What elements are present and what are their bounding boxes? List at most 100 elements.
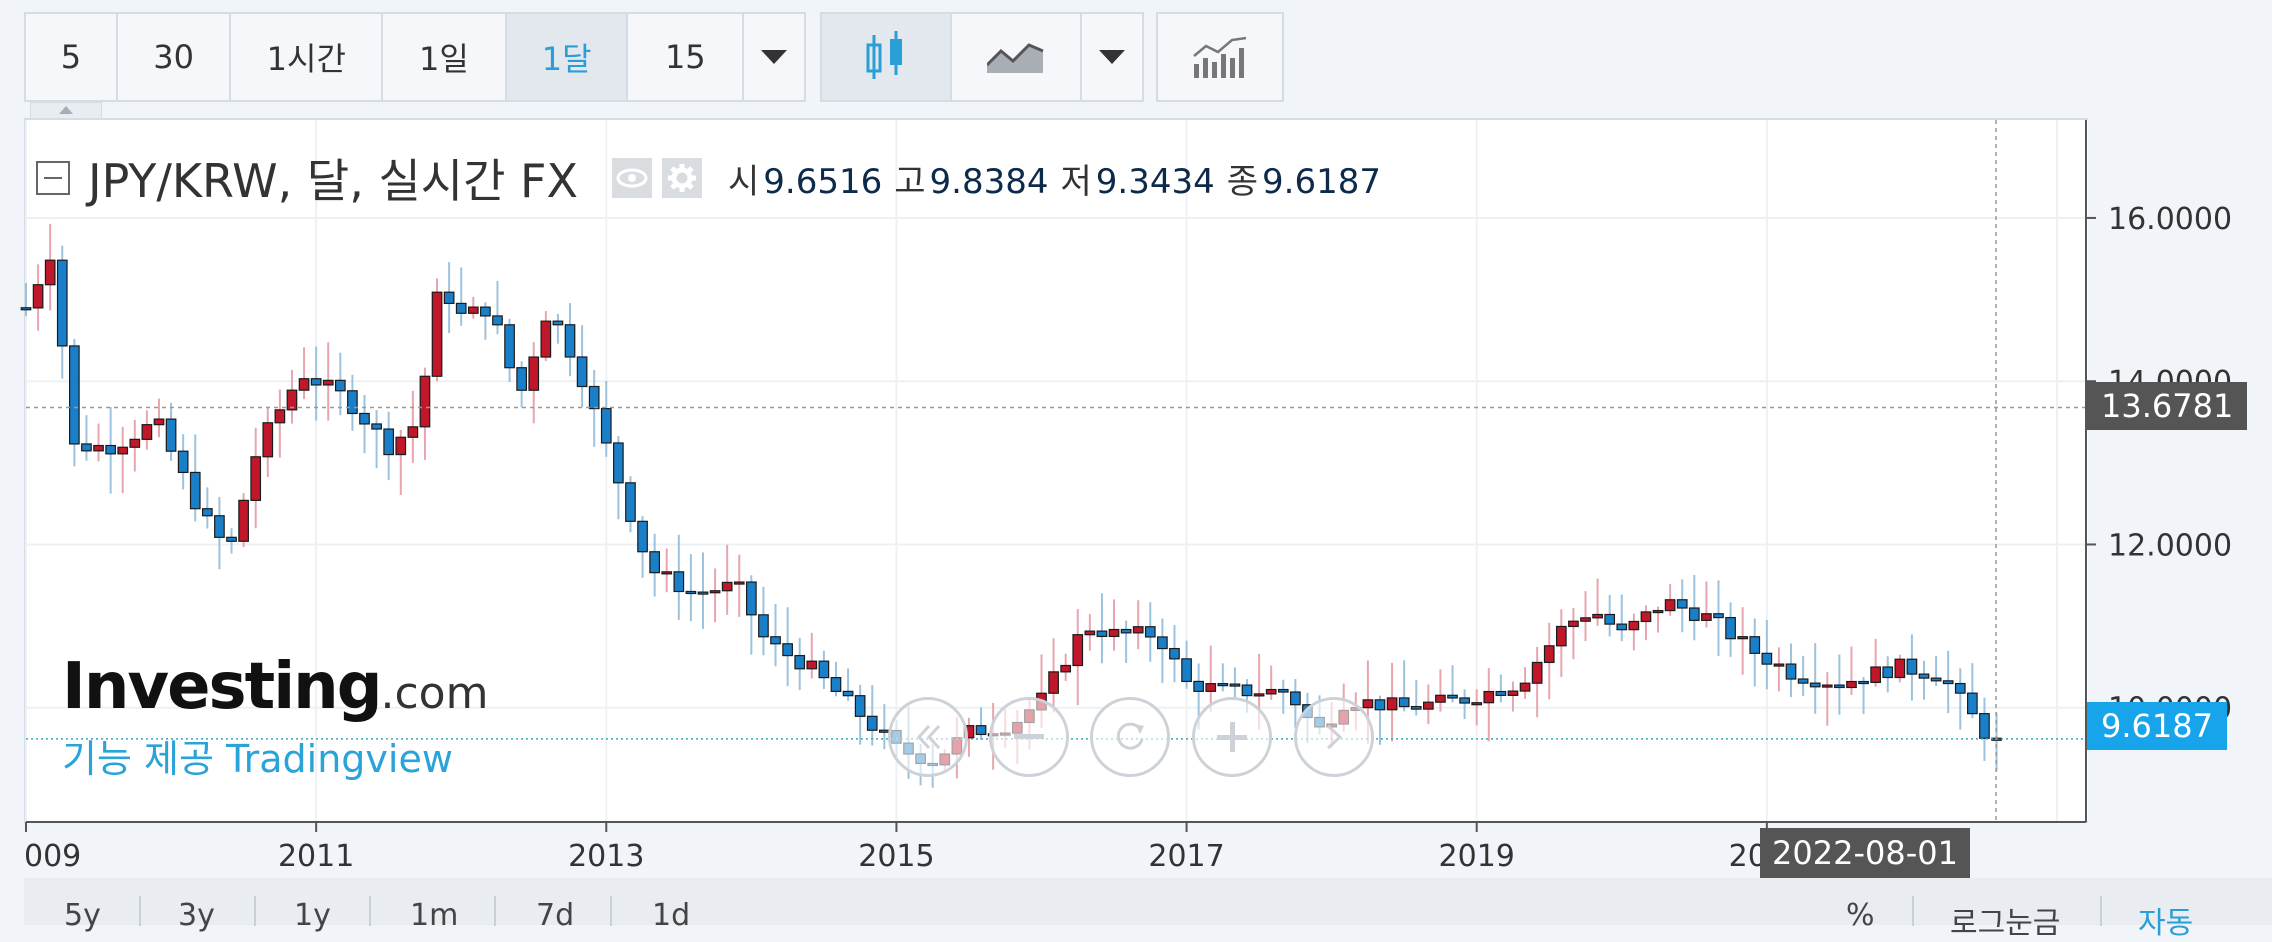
chevron-down-icon — [761, 50, 788, 64]
auto-scale-toggle[interactable]: 자동 — [2138, 906, 2194, 941]
interval-15-button[interactable]: 15 — [628, 14, 745, 100]
range-3y[interactable]: 3y — [178, 898, 215, 933]
x-tick-label: 2013 — [568, 839, 644, 874]
candle-body — [371, 423, 382, 430]
candle-body — [1447, 694, 1458, 699]
candle-body — [649, 551, 660, 574]
scroll-forward-button[interactable] — [1294, 697, 1374, 777]
candle-body — [69, 345, 80, 445]
log-scale-toggle[interactable]: 로그눈금 — [1950, 906, 2061, 941]
candle-body — [1205, 683, 1217, 692]
candle-body — [1362, 699, 1374, 709]
zoom-out-button[interactable] — [989, 697, 1069, 777]
investing-logo: Investing.com — [62, 650, 489, 724]
range-5y[interactable]: 5y — [64, 898, 101, 933]
gear-icon[interactable] — [662, 158, 702, 198]
candle-body — [1277, 688, 1289, 693]
candle-body — [1108, 628, 1120, 638]
candle-body — [975, 725, 987, 736]
candlestick-icon — [866, 31, 902, 79]
y-tick-label: 12.0000 — [2108, 528, 2232, 563]
candle-body — [1640, 611, 1652, 623]
interval-30-button[interactable]: 30 — [117, 14, 232, 100]
candle-body — [842, 690, 854, 697]
candle-body — [1531, 661, 1543, 684]
candle-body — [733, 581, 745, 585]
low-value: 9.3434 — [1095, 161, 1215, 202]
interval-1hour-button[interactable]: 1시간 — [231, 14, 384, 100]
candle-body — [1701, 613, 1712, 621]
candle-body — [1918, 673, 1930, 679]
candle-body — [1543, 645, 1555, 664]
range-1m[interactable]: 1m — [410, 898, 459, 933]
candle-body — [1725, 616, 1736, 640]
tradingview-credit[interactable]: 기능 제공 Tradingview — [62, 737, 453, 781]
candle-body — [673, 571, 685, 593]
area-line-icon — [987, 43, 1044, 73]
candle-body — [214, 515, 225, 538]
range-1y[interactable]: 1y — [294, 898, 331, 933]
candle-body — [1882, 666, 1894, 679]
candle-body — [32, 284, 44, 309]
candle-body — [334, 379, 346, 392]
candle-body — [866, 715, 878, 731]
last-price-tag: 9.6187 — [2087, 702, 2227, 750]
zoom-in-button[interactable] — [1192, 697, 1272, 777]
range-1d[interactable]: 1d — [652, 898, 691, 933]
candle-body — [1495, 690, 1507, 696]
candle-body — [359, 412, 370, 425]
chart-type-dropdown-button[interactable] — [1082, 14, 1142, 100]
candle-body — [419, 375, 431, 428]
candle-body — [1253, 693, 1265, 697]
ohlc-close: 종 9.6187 — [1227, 154, 1381, 203]
percent-scale-toggle[interactable]: % — [1846, 898, 1875, 933]
reset-button[interactable] — [1090, 697, 1170, 777]
candle-body — [467, 306, 479, 314]
candle-body — [105, 444, 116, 455]
candle-body — [1580, 617, 1591, 622]
candle-body — [1568, 620, 1579, 628]
interval-dropdown-button[interactable] — [744, 14, 804, 100]
candle-body — [1616, 623, 1628, 631]
chevron-right-icon — [1326, 724, 1343, 750]
interval-1month-button[interactable]: 1달 — [506, 14, 629, 100]
candle-body — [407, 426, 419, 438]
candle-body — [81, 443, 92, 452]
scroll-back-button[interactable] — [888, 697, 968, 777]
candle-body — [782, 643, 793, 657]
area-chart-button[interactable] — [952, 14, 1082, 100]
candle-body — [1592, 613, 1603, 619]
indicators-button[interactable] — [1158, 14, 1282, 100]
candle-body — [830, 677, 842, 692]
x-tick-label: 2019 — [1439, 839, 1515, 874]
candle-body — [1096, 630, 1108, 638]
candle-body — [1555, 625, 1567, 647]
interval-1day-button[interactable]: 1일 — [383, 14, 507, 100]
candle-body — [189, 471, 201, 510]
candle-body — [1834, 684, 1845, 689]
candle-body — [1773, 663, 1785, 667]
x-tick-label: 2017 — [1148, 839, 1224, 874]
candle-body — [770, 636, 781, 645]
candle-body — [129, 438, 141, 448]
high-value: 9.8384 — [929, 161, 1049, 202]
indicators-icon — [1193, 36, 1247, 78]
candle-body — [1217, 683, 1229, 687]
x-tick-label: 2015 — [858, 839, 934, 874]
candlestick-button[interactable] — [822, 14, 952, 100]
candle-body — [153, 418, 165, 426]
candle-body — [177, 450, 189, 474]
candle-body — [1290, 691, 1301, 706]
candle-body — [637, 520, 648, 553]
collapse-legend-icon[interactable] — [36, 161, 70, 195]
range-7d[interactable]: 7d — [536, 898, 575, 933]
open-label: 시 — [728, 161, 760, 202]
eye-icon[interactable] — [612, 158, 652, 198]
candle-body — [818, 660, 830, 679]
chart-panel[interactable] — [24, 118, 2088, 823]
interval-5-button[interactable]: 5 — [26, 14, 118, 100]
double-chevron-left-icon — [916, 724, 941, 750]
candle-body — [1713, 613, 1724, 619]
candle-body — [1676, 599, 1688, 609]
